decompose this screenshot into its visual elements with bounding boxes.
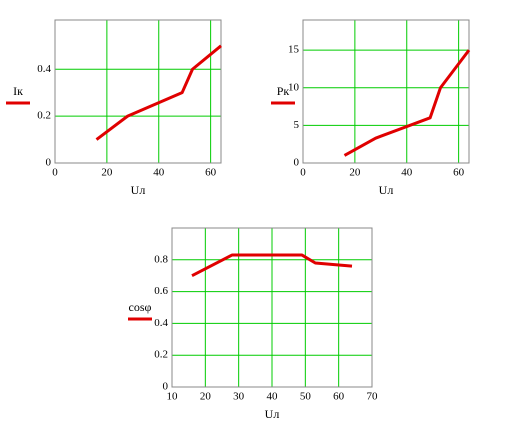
x-tick-label: 10 (167, 391, 179, 403)
x-axis-label: Uл (265, 407, 280, 421)
y-tick-label: 0 (294, 157, 300, 169)
y-axis-label: Pк (277, 84, 290, 98)
x-axis-label: Uл (131, 183, 146, 197)
x-tick-label: 70 (367, 391, 379, 403)
y-axis-label: Iк (13, 84, 23, 98)
x-tick-label: 20 (349, 167, 361, 179)
plot-frame (54, 19, 222, 164)
data-line (191, 253, 353, 278)
x-tick-label: 20 (200, 391, 212, 403)
y-tick-label: 5 (294, 119, 300, 131)
x-tick-label: 60 (333, 391, 345, 403)
y-tick-label: 0 (46, 157, 52, 169)
y-axis-label: cosφ (129, 300, 152, 314)
y-tick-label: 0.2 (37, 110, 51, 122)
x-tick-label: 40 (401, 167, 413, 179)
x-axis-label: Uл (379, 183, 394, 197)
y-tick-label: 0.4 (37, 63, 51, 75)
x-tick-label: 20 (101, 167, 113, 179)
data-line (343, 49, 471, 157)
x-tick-label: 0 (52, 167, 58, 179)
x-tick-label: 40 (267, 391, 279, 403)
x-tick-label: 0 (300, 167, 306, 179)
y-tick-label: 0.6 (154, 285, 168, 297)
x-tick-label: 60 (205, 167, 217, 179)
x-tick-label: 50 (300, 391, 312, 403)
y-tick-label: 0.2 (154, 349, 168, 361)
data-line (95, 44, 222, 141)
plot-frame (171, 227, 373, 388)
x-tick-label: 60 (453, 167, 465, 179)
y-tick-label: 0.8 (154, 253, 168, 265)
plot-frame (302, 19, 470, 164)
x-tick-label: 40 (153, 167, 165, 179)
y-tick-label: 10 (288, 81, 300, 93)
x-tick-label: 30 (233, 391, 245, 403)
y-tick-label: 0 (163, 381, 169, 393)
y-tick-label: 15 (288, 44, 300, 56)
y-tick-label: 0.4 (154, 317, 168, 329)
